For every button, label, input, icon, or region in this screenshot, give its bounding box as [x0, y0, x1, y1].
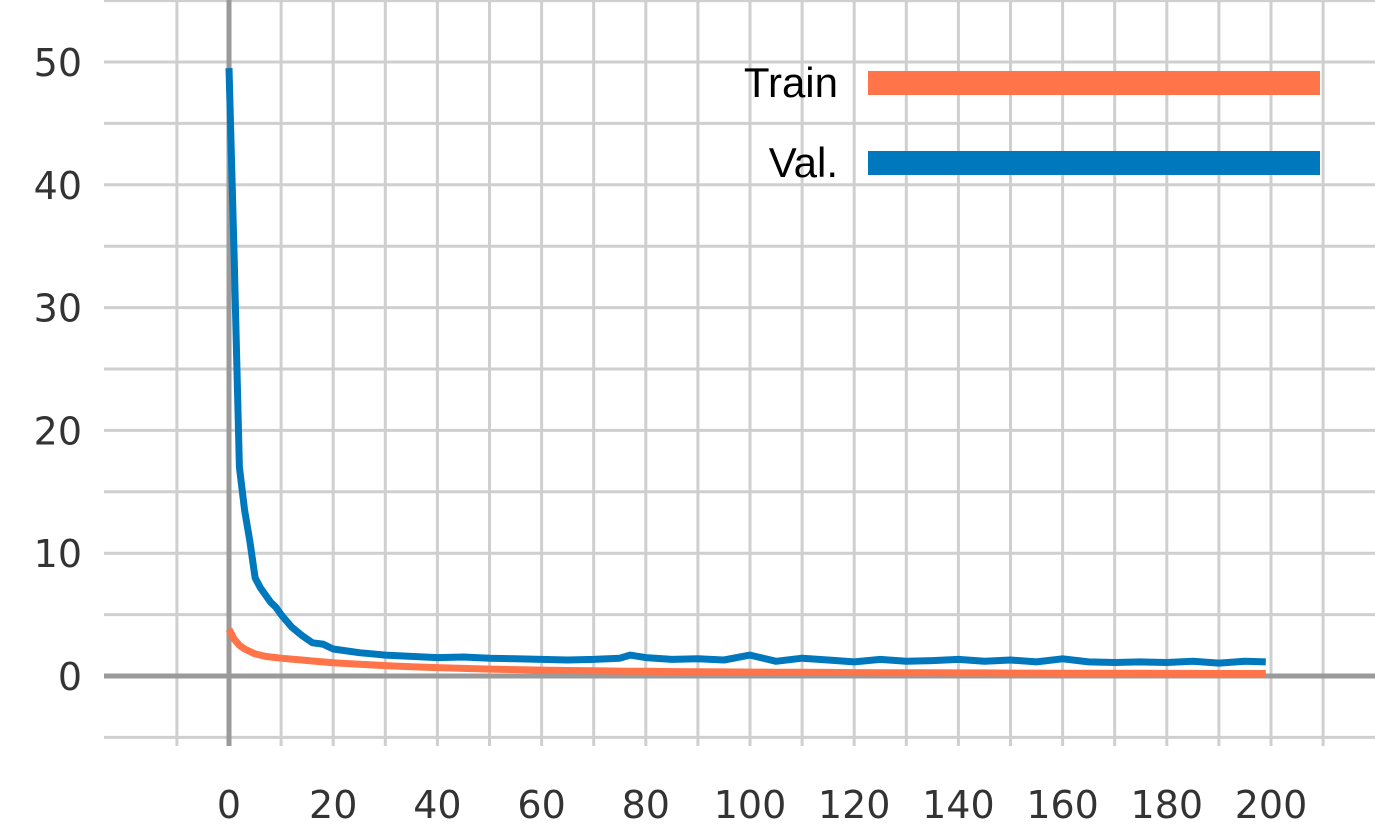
y-tick-label: 50: [34, 41, 82, 85]
x-tick-label: 20: [309, 783, 357, 827]
x-tick-label: 80: [622, 783, 670, 827]
y-tick-label: 30: [34, 287, 82, 331]
legend-label: Train: [744, 59, 838, 106]
legend-swatch: [868, 71, 1320, 95]
x-tick-label: 160: [1026, 783, 1099, 827]
y-tick-label: 0: [58, 655, 82, 699]
tick-labels: 0 20 40 60 80 100 120 140 160 180 200 0 10 20 30 40 50: [34, 41, 1308, 827]
y-tick-label: 10: [34, 532, 82, 576]
x-tick-label: 180: [1131, 783, 1204, 827]
axes: [104, 0, 1375, 746]
series-lines: [225, 68, 1266, 677]
x-tick-label: 100: [714, 783, 787, 827]
series-line-train: [225, 627, 1266, 677]
x-tick-label: 200: [1235, 783, 1308, 827]
x-tick-label: 60: [517, 783, 565, 827]
legend: Train Val.: [744, 59, 1320, 186]
x-tick-label: 0: [217, 783, 241, 827]
x-tick-label: 40: [413, 783, 461, 827]
series-line-val: [225, 68, 1266, 667]
legend-label: Val.: [769, 139, 838, 186]
grid: [104, 0, 1375, 746]
y-tick-label: 40: [34, 164, 82, 208]
legend-swatch: [868, 151, 1320, 175]
y-tick-label: 20: [34, 409, 82, 453]
x-tick-label: 120: [818, 783, 891, 827]
x-tick-label: 140: [922, 783, 995, 827]
